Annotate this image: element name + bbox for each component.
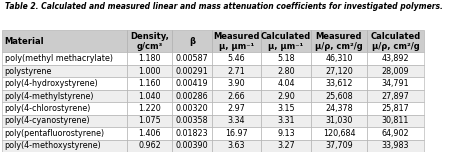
Text: poly(4-chlorostyrene): poly(4-chlorostyrene) [5, 104, 91, 113]
Text: poly(4-methoxystyrene): poly(4-methoxystyrene) [5, 141, 101, 150]
Text: β: β [189, 37, 195, 46]
Text: 0.00587: 0.00587 [175, 54, 208, 63]
Text: 16.97: 16.97 [225, 129, 248, 138]
Text: Measured
μ/ρ, cm²/g: Measured μ/ρ, cm²/g [315, 32, 363, 51]
Text: 1.000: 1.000 [138, 67, 161, 76]
Text: 0.00286: 0.00286 [175, 92, 208, 101]
Text: 3.27: 3.27 [277, 141, 295, 150]
Text: 2.71: 2.71 [228, 67, 246, 76]
Text: poly(4-hydroxystyrene): poly(4-hydroxystyrene) [5, 79, 99, 88]
Text: 31,030: 31,030 [325, 116, 353, 126]
Text: 0.962: 0.962 [138, 141, 161, 150]
Text: polystyrene: polystyrene [5, 67, 52, 76]
Text: 4.04: 4.04 [277, 79, 295, 88]
Text: 1.180: 1.180 [138, 54, 161, 63]
Text: 0.00390: 0.00390 [175, 141, 208, 150]
Text: poly(methyl methacrylate): poly(methyl methacrylate) [5, 54, 113, 63]
Text: 2.80: 2.80 [277, 67, 295, 76]
Text: 0.00358: 0.00358 [175, 116, 208, 126]
Text: 1.075: 1.075 [138, 116, 161, 126]
Text: 0.00320: 0.00320 [175, 104, 208, 113]
Text: 27,120: 27,120 [325, 67, 353, 76]
Text: 30,811: 30,811 [382, 116, 409, 126]
Text: 3.34: 3.34 [228, 116, 245, 126]
Text: 46,310: 46,310 [325, 54, 353, 63]
Text: 43,892: 43,892 [382, 54, 409, 63]
Text: 28,009: 28,009 [382, 67, 409, 76]
Text: 64,902: 64,902 [382, 129, 409, 138]
Text: 0.00419: 0.00419 [175, 79, 208, 88]
Text: Calculated
μ, μm⁻¹: Calculated μ, μm⁻¹ [261, 32, 311, 51]
Text: 25,817: 25,817 [382, 104, 409, 113]
Text: 0.00291: 0.00291 [175, 67, 208, 76]
Text: Table 2. Calculated and measured linear and mass attenuation coefficients for in: Table 2. Calculated and measured linear … [5, 2, 443, 10]
Text: 34,791: 34,791 [382, 79, 409, 88]
Text: 1.160: 1.160 [138, 79, 161, 88]
Text: 0.01823: 0.01823 [175, 129, 208, 138]
Text: 24,378: 24,378 [325, 104, 353, 113]
Text: 27,897: 27,897 [382, 92, 410, 101]
Text: 120,684: 120,684 [323, 129, 355, 138]
Text: 3.90: 3.90 [228, 79, 246, 88]
Text: poly(4-methylstyrene): poly(4-methylstyrene) [5, 92, 94, 101]
Text: 2.66: 2.66 [228, 92, 246, 101]
Text: 33,983: 33,983 [382, 141, 409, 150]
Text: Density,
g/cm³: Density, g/cm³ [130, 32, 169, 51]
Text: Measured
μ, μm⁻¹: Measured μ, μm⁻¹ [213, 32, 260, 51]
Text: 1.040: 1.040 [138, 92, 161, 101]
Text: 9.13: 9.13 [277, 129, 295, 138]
Text: 33,612: 33,612 [325, 79, 353, 88]
Text: 25,608: 25,608 [325, 92, 353, 101]
Text: 37,709: 37,709 [325, 141, 353, 150]
Text: 5.18: 5.18 [277, 54, 295, 63]
Text: poly(4-cyanostyrene): poly(4-cyanostyrene) [5, 116, 91, 126]
Text: Calculated
μ/ρ, cm²/g: Calculated μ/ρ, cm²/g [370, 32, 420, 51]
Text: 2.90: 2.90 [277, 92, 295, 101]
Text: 3.15: 3.15 [277, 104, 295, 113]
Text: 3.63: 3.63 [228, 141, 245, 150]
Text: 2.97: 2.97 [228, 104, 246, 113]
Text: 1.220: 1.220 [138, 104, 161, 113]
Text: 1.406: 1.406 [138, 129, 161, 138]
Text: 3.31: 3.31 [277, 116, 295, 126]
Text: Material: Material [5, 37, 45, 46]
Text: poly(pentafluorostyrene): poly(pentafluorostyrene) [5, 129, 105, 138]
Text: 5.46: 5.46 [228, 54, 246, 63]
